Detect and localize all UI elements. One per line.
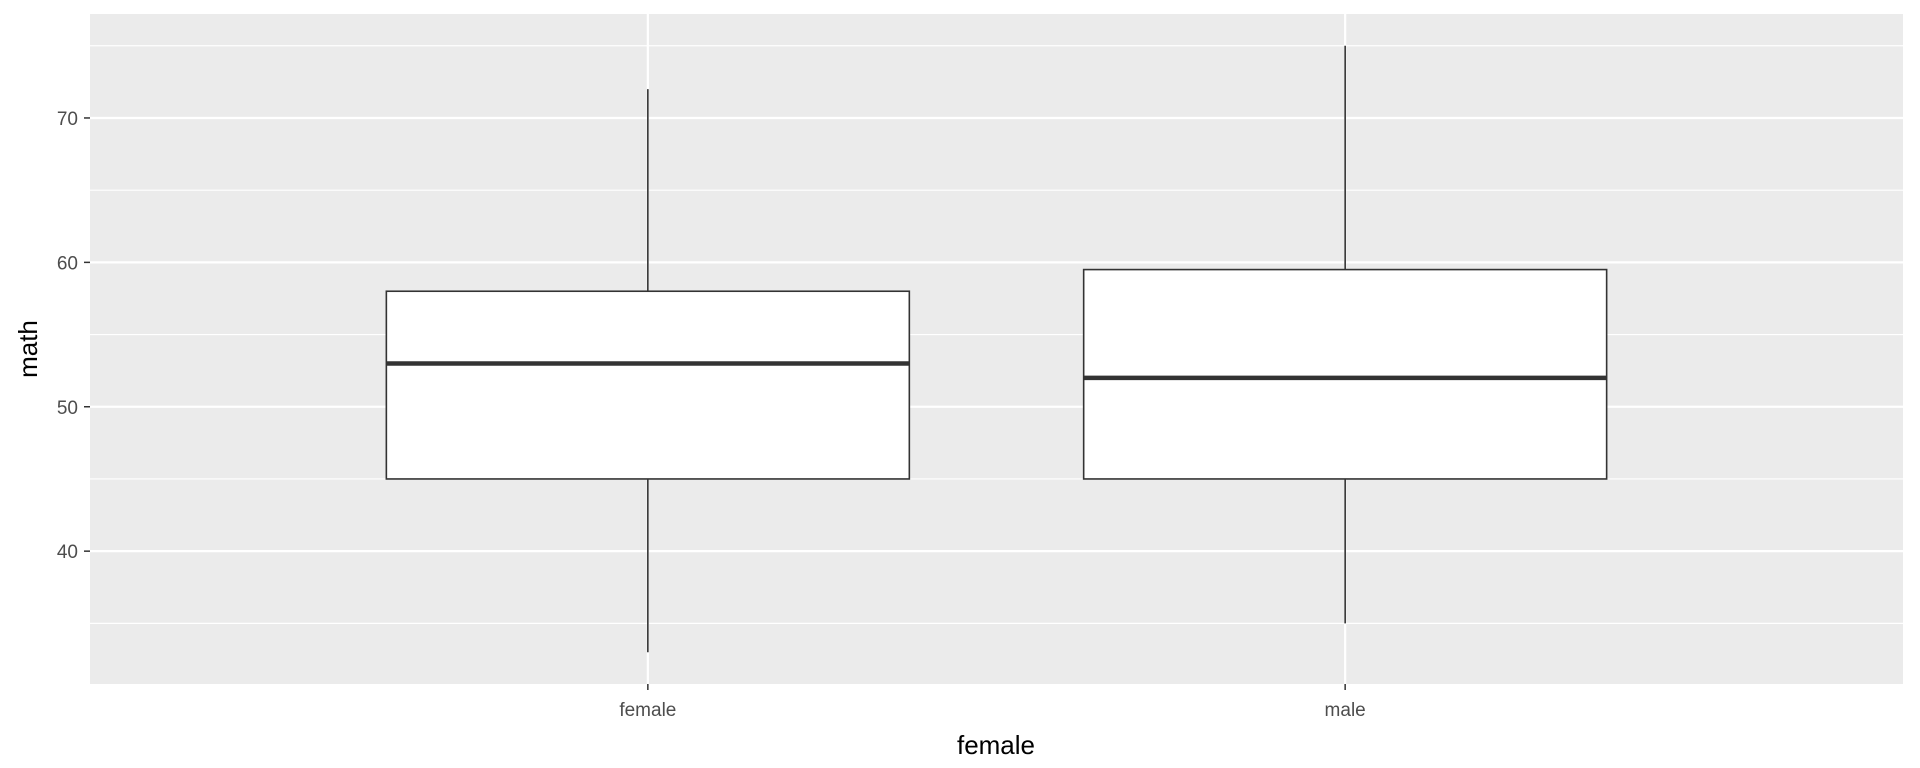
y-axis-title: math (13, 320, 43, 378)
y-tick-label: 40 (57, 542, 78, 563)
x-axis-ticks: female male (619, 684, 1366, 721)
x-axis-title: female (957, 730, 1035, 760)
x-tick-label: female (619, 700, 676, 721)
boxes-layer (385, 45, 1608, 653)
y-tick-label: 70 (57, 109, 78, 130)
box-male (1082, 45, 1608, 624)
box-female (385, 89, 911, 653)
x-tick-label: male (1325, 700, 1366, 721)
plot-panel (90, 14, 1903, 684)
y-tick-label: 60 (57, 253, 78, 274)
box-body (1082, 268, 1608, 480)
y-tick-label: 50 (57, 398, 78, 419)
box-body (385, 290, 911, 480)
y-axis-ticks: 40 50 60 70 (57, 109, 90, 563)
